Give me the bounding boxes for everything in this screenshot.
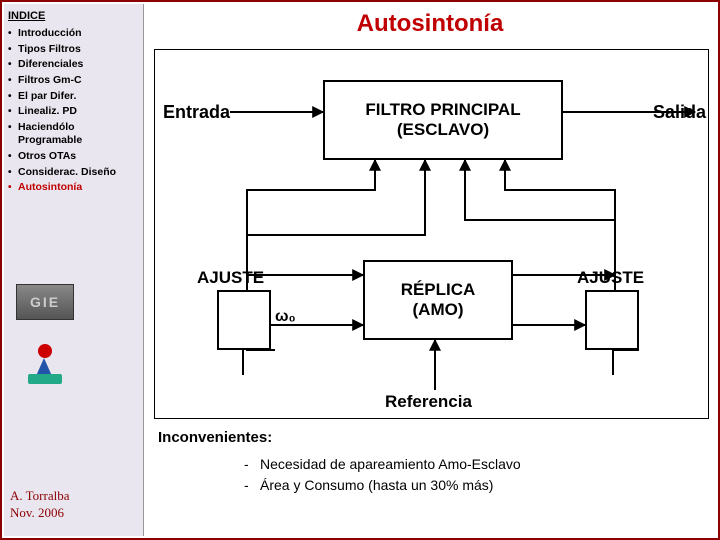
sidebar-item[interactable]: Filtros Gm-C	[8, 73, 139, 89]
sidebar-item[interactable]: El par Difer.	[8, 89, 139, 105]
block-ajuste-right	[585, 290, 639, 350]
main-area: Autosintonía Entrada Salida AJUSTE ω₀ AJ…	[144, 4, 716, 536]
bullet-item: Área y Consumo (hasta un 30% más)	[244, 475, 521, 496]
sidebar-item[interactable]: Considerac. Diseño	[8, 165, 139, 181]
block-principal-line2: (ESCLAVO)	[397, 120, 489, 140]
sidebar-item[interactable]: Autosintonía	[8, 180, 139, 196]
block-replica: RÉPLICA (AMO)	[363, 260, 513, 340]
sidebar-item[interactable]: Tipos Filtros	[8, 42, 139, 58]
bullet-item: Necesidad de apareamiento Amo-Esclavo	[244, 454, 521, 475]
block-filtro-principal: FILTRO PRINCIPAL (ESCLAVO)	[323, 80, 563, 160]
label-entrada: Entrada	[163, 102, 230, 123]
page-title: Autosintonía	[144, 10, 716, 38]
inconvenientes-list: Necesidad de apareamiento Amo-EsclavoÁre…	[244, 454, 521, 496]
block-replica-line2: (AMO)	[413, 300, 464, 320]
block-replica-line1: RÉPLICA	[401, 280, 476, 300]
sidebar-item[interactable]: Linealiz. PD	[8, 104, 139, 120]
author-date: Nov. 2006	[10, 505, 70, 522]
sidebar-item[interactable]: Diferenciales	[8, 57, 139, 73]
sidebar: INDICE IntroducciónTipos FiltrosDiferenc…	[4, 4, 144, 536]
label-salida: Salida	[653, 102, 706, 123]
institution-logo	[28, 344, 62, 384]
label-ajuste: AJUSTE	[197, 268, 264, 288]
sidebar-item[interactable]: Haciendólo Programable	[8, 120, 139, 149]
sidebar-title: INDICE	[8, 10, 139, 22]
label-ajuste-q-1: AJUSTE	[577, 268, 644, 288]
gie-logo: GIE	[16, 284, 74, 320]
author-name: A. Torralba	[10, 488, 70, 505]
sidebar-list: IntroducciónTipos FiltrosDiferencialesFi…	[8, 26, 139, 196]
sidebar-item[interactable]: Introducción	[8, 26, 139, 42]
block-diagram: Entrada Salida AJUSTE ω₀ AJUSTE Q Refere…	[154, 49, 709, 419]
label-referencia: Referencia	[385, 392, 472, 412]
label-omega0: ω₀	[275, 308, 296, 326]
author-block: A. Torralba Nov. 2006	[10, 488, 70, 522]
block-principal-line1: FILTRO PRINCIPAL	[365, 100, 520, 120]
inconvenientes-heading: Inconvenientes:	[158, 429, 272, 446]
block-ajuste-left	[217, 290, 271, 350]
sidebar-item[interactable]: Otros OTAs	[8, 149, 139, 165]
